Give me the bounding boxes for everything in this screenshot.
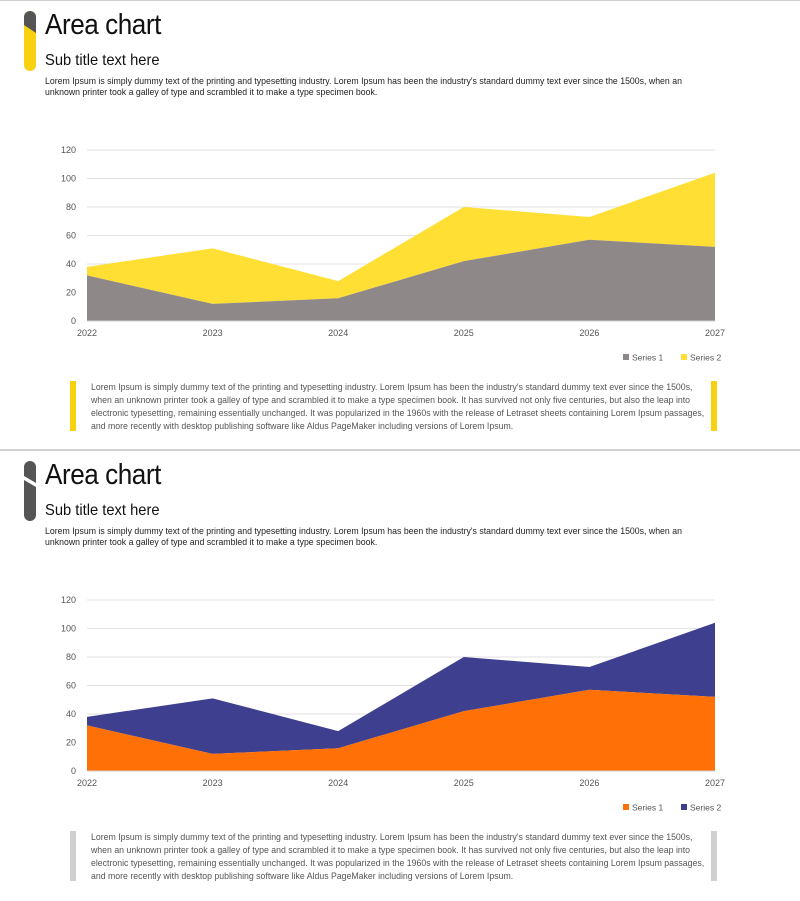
x-tick-label: 2027 — [705, 328, 725, 338]
x-tick-label: 2027 — [705, 778, 725, 788]
legend-swatch-series-2 — [681, 804, 687, 810]
page-title: Area chart — [45, 459, 161, 491]
y-tick-label: 120 — [61, 595, 76, 605]
area-chart: 0 20 40 60 80 100 120 2022 2023 2024 2025 2026 2027 S… — [61, 595, 725, 813]
quote-bar-right — [711, 831, 717, 881]
x-tick-label: 2024 — [328, 328, 348, 338]
x-tick-label: 2023 — [203, 328, 223, 338]
y-tick-label: 80 — [66, 652, 76, 662]
y-tick-label: 0 — [71, 316, 76, 326]
page-subtitle: Sub title text here — [45, 52, 160, 69]
y-tick-label: 100 — [61, 624, 76, 634]
x-tick-label: 2024 — [328, 778, 348, 788]
y-tick-label: 80 — [66, 202, 76, 212]
legend-label-series-2: Series 2 — [690, 353, 721, 363]
y-tick-label: 40 — [66, 259, 76, 269]
page-title: Area chart — [45, 9, 161, 41]
footer-text: Lorem Ipsum is simply dummy text of the … — [91, 832, 705, 882]
y-tick-label: 60 — [66, 681, 76, 691]
quote-bar-left — [70, 381, 76, 431]
x-tick-label: 2023 — [203, 778, 223, 788]
page-description: Lorem Ipsum is simply dummy text of the … — [45, 526, 682, 548]
title-accent-icon — [24, 11, 36, 71]
legend-label-series-1: Series 1 — [632, 803, 663, 813]
legend-swatch-series-1 — [623, 354, 629, 360]
legend-swatch-series-2 — [681, 354, 687, 360]
quote-bar-left — [70, 831, 76, 881]
title-accent-icon — [24, 461, 36, 521]
series-1-area — [87, 689, 715, 771]
x-tick-label: 2026 — [579, 328, 599, 338]
y-tick-label: 100 — [61, 174, 76, 184]
series-2-area — [87, 172, 715, 304]
area-chart: 0 20 40 60 80 100 120 2022 2023 2024 2025 2026 2027 S… — [61, 145, 725, 363]
x-tick-label: 2022 — [77, 778, 97, 788]
legend-swatch-series-1 — [623, 804, 629, 810]
x-tick-label: 2025 — [454, 328, 474, 338]
page-description: Lorem Ipsum is simply dummy text of the … — [45, 76, 682, 98]
y-tick-label: 20 — [66, 288, 76, 298]
slide-2: Area chart Sub title text here Lorem Ips… — [0, 450, 800, 900]
y-tick-label: 0 — [71, 766, 76, 776]
y-tick-label: 40 — [66, 709, 76, 719]
page-subtitle: Sub title text here — [45, 502, 160, 519]
x-tick-label: 2022 — [77, 328, 97, 338]
series-2-area — [87, 622, 715, 754]
series-1-area — [87, 239, 715, 321]
x-tick-label: 2026 — [579, 778, 599, 788]
x-tick-label: 2025 — [454, 778, 474, 788]
legend-label-series-1: Series 1 — [632, 353, 663, 363]
y-tick-label: 60 — [66, 231, 76, 241]
legend-label-series-2: Series 2 — [690, 803, 721, 813]
slide-1: Area chart Sub title text here Lorem Ips… — [0, 0, 800, 450]
quote-bar-right — [711, 381, 717, 431]
footer-text: Lorem Ipsum is simply dummy text of the … — [91, 382, 705, 432]
y-tick-label: 20 — [66, 738, 76, 748]
y-tick-label: 120 — [61, 145, 76, 155]
